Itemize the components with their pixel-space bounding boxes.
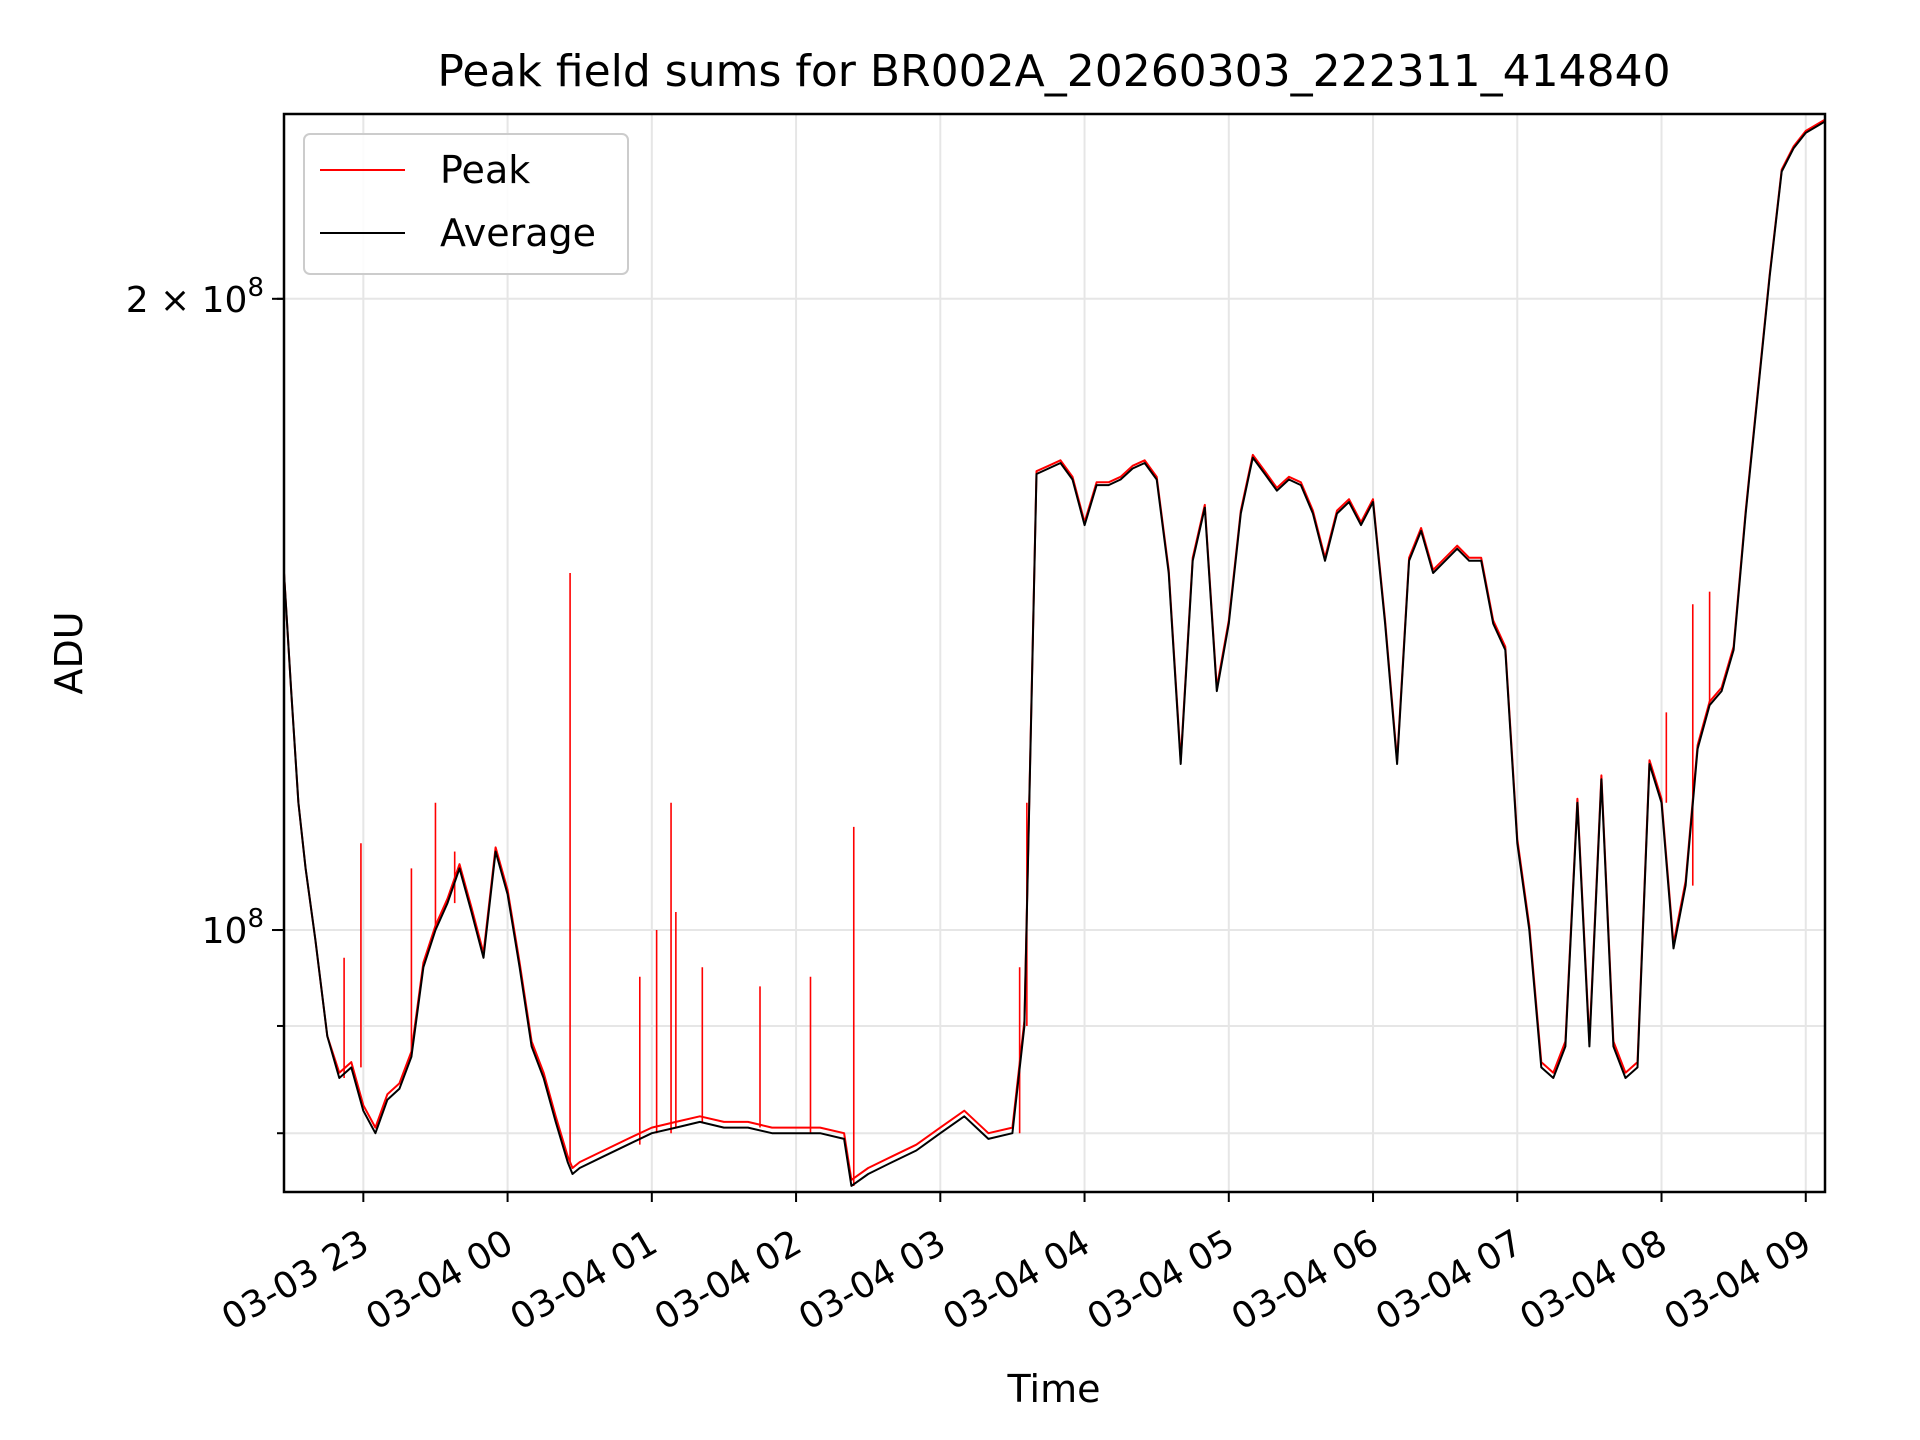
- legend-average-label: Average: [440, 211, 596, 255]
- x-tick-label: 03-04 04: [936, 1222, 1097, 1338]
- x-tick-label: 03-04 03: [792, 1222, 953, 1338]
- y-axis-label: ADU: [47, 611, 91, 694]
- average-series-line: [284, 120, 1825, 1187]
- legend: Peak Average: [303, 133, 629, 275]
- x-tick-label: 03-04 01: [504, 1222, 665, 1338]
- y-tick-label: 108: [202, 904, 264, 952]
- x-tick-label: 03-04 09: [1658, 1222, 1819, 1338]
- x-tick-label: 03-04 00: [359, 1222, 520, 1338]
- x-tick-label: 03-04 08: [1513, 1222, 1674, 1338]
- grid-layer: [284, 114, 1825, 1192]
- x-tick-label: 03-04 05: [1081, 1222, 1242, 1338]
- legend-peak-label: Peak: [440, 148, 530, 192]
- series-layer: [284, 118, 1825, 1187]
- y-tick-label: 2 × 108: [126, 273, 264, 321]
- peak-series-line: [284, 118, 1825, 1181]
- plot-frame: [282, 112, 1827, 1194]
- x-tick-label: 03-04 02: [648, 1222, 809, 1338]
- x-axis-label: Time: [1007, 1367, 1101, 1411]
- x-tick-label: 03-04 06: [1225, 1222, 1386, 1338]
- chart-title: Peak field sums for BR002A_20260303_2223…: [437, 46, 1670, 97]
- series-group: [284, 118, 1825, 1187]
- x-tick-label: 03-04 07: [1369, 1222, 1530, 1338]
- x-tick-label: 03-03 23: [215, 1222, 376, 1338]
